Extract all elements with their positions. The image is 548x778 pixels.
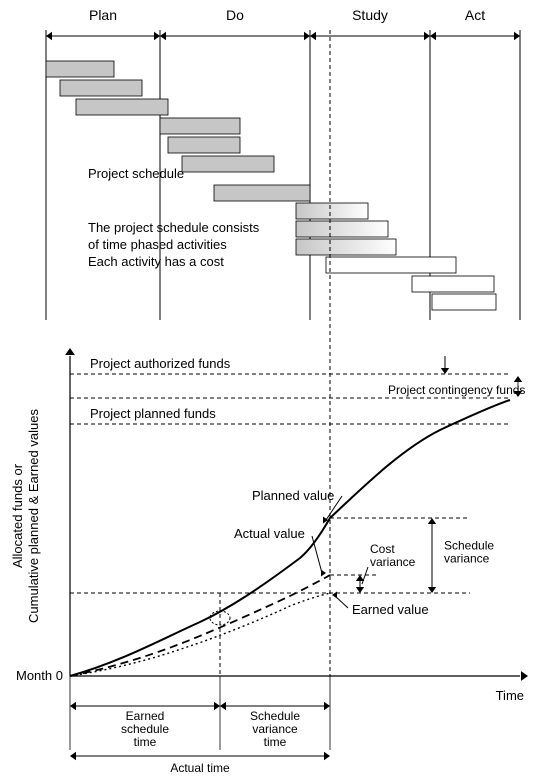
- planned-value-label: Planned value: [252, 488, 334, 503]
- earned-schedule-time-label: Earned: [126, 709, 165, 723]
- contingency-funds-label: Project contingency funds: [388, 383, 525, 397]
- gantt-bar: [296, 203, 368, 219]
- gantt-bar: [76, 99, 168, 115]
- earned-schedule-time-label: schedule: [121, 722, 169, 736]
- gantt-bar: [168, 137, 240, 153]
- phase-label-study: Study: [352, 7, 388, 23]
- cost-variance-label: Cost: [370, 542, 395, 556]
- schedule-variance-time-label: variance: [252, 722, 298, 736]
- y-axis-label: Allocated funds or: [10, 463, 25, 568]
- planned-funds-label: Project planned funds: [90, 406, 216, 421]
- gantt-caption-sub: Each activity has a cost: [88, 254, 224, 269]
- gantt-bar: [412, 276, 494, 292]
- gantt-bar: [160, 118, 240, 134]
- actual-time-label: Actual time: [170, 761, 230, 775]
- gantt-bar: [46, 61, 114, 77]
- schedule-variance-time-label: time: [264, 735, 287, 749]
- authorized-funds-label: Project authorized funds: [90, 356, 231, 371]
- gantt-caption-main: Project schedule: [88, 166, 184, 181]
- phase-label-act: Act: [465, 7, 485, 23]
- actual-value-curve: [70, 575, 330, 676]
- phase-label-plan: Plan: [89, 7, 117, 23]
- earned-schedule-time-label: time: [134, 735, 157, 749]
- gantt-bar: [182, 156, 274, 172]
- month-zero-label: Month 0: [16, 668, 63, 683]
- gantt-bar: [326, 257, 456, 273]
- actual-value-label: Actual value: [234, 526, 305, 541]
- gantt-bar: [214, 185, 310, 201]
- schedule-variance-time-label: Schedule: [250, 709, 300, 723]
- x-axis-label: Time: [496, 688, 524, 703]
- gantt-bar: [296, 221, 388, 237]
- phase-label-do: Do: [226, 7, 244, 23]
- y-axis-label: Cumulative planned & Earned values: [26, 409, 41, 623]
- gantt-bar: [432, 294, 496, 310]
- schedule-variance-label: Schedule: [444, 539, 494, 553]
- gantt-bar: [60, 80, 142, 96]
- schedule-variance-label: variance: [444, 552, 490, 566]
- gantt-caption-sub: of time phased activities: [88, 237, 227, 252]
- gantt-caption-sub: The project schedule consists: [88, 220, 260, 235]
- earned-value-label: Earned value: [352, 602, 429, 617]
- gantt-bar: [296, 239, 396, 255]
- cost-variance-label: variance: [370, 555, 416, 569]
